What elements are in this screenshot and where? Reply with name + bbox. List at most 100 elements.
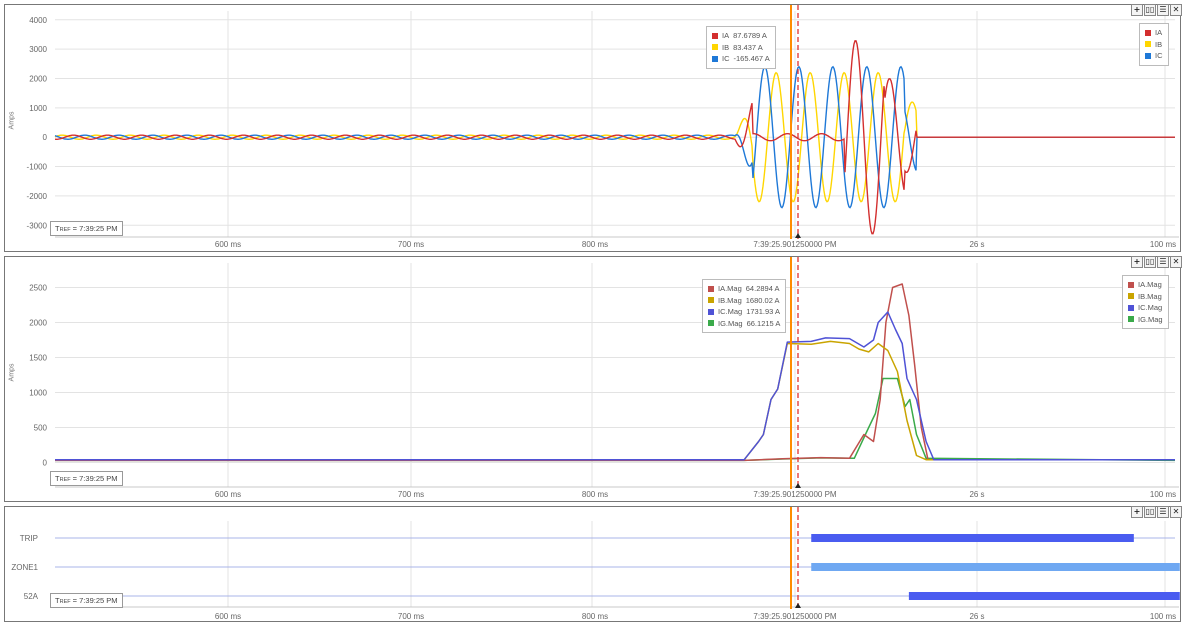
y-tick-label: 0 xyxy=(43,133,48,142)
digital-channel-pane: + ▯▯ ☰ ✕ 600 ms 700 ms 800 ms 7:39:25.90125… xyxy=(4,506,1182,622)
cursor-value-legend: IA.Mag 64.2894 A IB.Mag 1680.02 A IC.Mag… xyxy=(702,279,787,333)
magnitude-pane: + ▯▯ ☰ ✕ 0 500 1000 1500 2000 2500 600 ms 700 m… xyxy=(4,256,1182,502)
ia-mag-line xyxy=(55,283,1175,462)
x-tick-label: 700 ms xyxy=(398,490,424,499)
y-tick-label: 3000 xyxy=(29,45,47,54)
y-tick-label: -3000 xyxy=(27,221,48,230)
legend-value: 66.1215 A xyxy=(746,318,781,328)
instantaneous-current-chart[interactable]: -3000 -2000 -1000 0 1000 2000 3000 4000 600 ms 70… xyxy=(5,5,1180,251)
time-reference-label: TREF = 7:39:25 PM xyxy=(50,471,123,486)
ib-mag-swatch xyxy=(708,297,714,304)
cursor-marker-icon xyxy=(795,483,801,488)
ib-mag-swatch xyxy=(1128,293,1134,300)
ib-swatch xyxy=(712,44,718,51)
ia-mag-swatch xyxy=(1128,281,1134,288)
legend-entry[interactable]: IB.Mag xyxy=(1138,291,1162,301)
ia-swatch xyxy=(1145,29,1151,36)
ic-mag-swatch xyxy=(708,308,714,315)
y-tick-label: 4000 xyxy=(29,16,47,25)
ia-swatch xyxy=(712,32,718,39)
x-tick-label: 800 ms xyxy=(582,240,608,249)
x-tick-label: 600 ms xyxy=(215,612,241,621)
ia-mag-swatch xyxy=(708,285,714,292)
cursor-value-legend: IA 87.6789 A IB 83.437 A IC -165.467 A xyxy=(706,26,776,69)
ia-waveform xyxy=(54,40,1175,235)
menu-icon[interactable]: ☰ xyxy=(1157,256,1169,268)
y-tick-label: 2500 xyxy=(29,284,47,293)
legend-name: IA xyxy=(722,31,730,40)
y-tick-label: 500 xyxy=(34,424,48,433)
x-tick-label: 26 s xyxy=(969,612,984,621)
legend-name: IC xyxy=(722,54,730,63)
legend-entry[interactable]: IA.Mag xyxy=(1138,280,1162,289)
instantaneous-current-pane: + ▯▯ ☰ ✕ -3000 -2000 -1000 0 1000 2000 3000 400… xyxy=(4,4,1182,252)
ig-mag-swatch xyxy=(1128,316,1134,323)
pane-controls: + ▯▯ ☰ ✕ xyxy=(1131,4,1182,16)
pane-controls: + ▯▯ ☰ ✕ xyxy=(1131,506,1182,518)
x-tick-label: 800 ms xyxy=(582,490,608,499)
menu-icon[interactable]: ☰ xyxy=(1157,506,1169,518)
ic-swatch xyxy=(1145,52,1151,59)
channel-active-bar xyxy=(908,592,1180,600)
ic-mag-line xyxy=(55,311,1175,461)
x-tick-label: 700 ms xyxy=(398,612,424,621)
add-icon[interactable]: + xyxy=(1131,4,1143,16)
y-tick-label: -1000 xyxy=(27,163,48,172)
series-legend: IA.Mag IB.Mag IC.Mag IG.Mag xyxy=(1122,275,1169,329)
y-axis-label: Amps xyxy=(8,363,16,382)
x-tick-label: 600 ms xyxy=(215,490,241,499)
legend-entry[interactable]: IC xyxy=(1155,51,1163,60)
legend-entry[interactable]: IC.Mag xyxy=(1138,303,1163,312)
ic-mag-swatch xyxy=(1128,304,1134,311)
menu-icon[interactable]: ☰ xyxy=(1157,4,1169,16)
close-icon[interactable]: ✕ xyxy=(1170,506,1182,518)
channel-active-bar xyxy=(811,534,1134,542)
x-tick-label: 800 ms xyxy=(582,612,608,621)
ib-swatch xyxy=(1145,41,1151,48)
split-icon[interactable]: ▯▯ xyxy=(1144,506,1156,518)
x-tick-label: 7:39:25.901250000 PM xyxy=(753,612,837,621)
series-legend: IA IB IC xyxy=(1139,23,1169,66)
channel-label: 52A xyxy=(24,592,39,601)
y-tick-label: 1000 xyxy=(29,104,47,113)
x-tick-label: 26 s xyxy=(969,490,984,499)
pane-controls: + ▯▯ ☰ ✕ xyxy=(1131,256,1182,268)
channel-label: ZONE1 xyxy=(11,563,38,572)
legend-entry[interactable]: IB xyxy=(1155,39,1163,49)
legend-name: IG.Mag xyxy=(718,318,743,328)
magnitude-chart[interactable]: 0 500 1000 1500 2000 2500 600 ms 700 ms 800 ms 7:… xyxy=(5,257,1180,501)
close-icon[interactable]: ✕ xyxy=(1170,4,1182,16)
x-tick-label: 700 ms xyxy=(398,240,424,249)
ig-mag-line xyxy=(55,377,1176,462)
y-tick-label: 0 xyxy=(43,459,48,468)
legend-name: IB.Mag xyxy=(718,295,742,305)
cursor-marker-icon xyxy=(795,233,801,238)
x-tick-label: 26 s xyxy=(969,240,984,249)
close-icon[interactable]: ✕ xyxy=(1170,256,1182,268)
add-icon[interactable]: + xyxy=(1131,256,1143,268)
x-tick-label: 7:39:25.901250000 PM xyxy=(753,240,837,249)
x-tick-label: 100 ms xyxy=(1150,240,1176,249)
split-icon[interactable]: ▯▯ xyxy=(1144,256,1156,268)
y-tick-label: 2000 xyxy=(29,75,47,84)
legend-value: 1680.02 A xyxy=(745,295,780,305)
legend-name: IB xyxy=(722,42,730,52)
channel-label: TRIP xyxy=(20,534,38,543)
x-tick-label: 7:39:25.901250000 PM xyxy=(753,490,837,499)
legend-entry[interactable]: IA xyxy=(1155,28,1163,37)
legend-value: -165.467 A xyxy=(733,54,770,63)
cursor-marker-icon xyxy=(795,603,801,608)
digital-channel-chart[interactable]: 600 ms 700 ms 800 ms 7:39:25.901250000 PM 26… xyxy=(5,507,1180,621)
legend-name: IA.Mag xyxy=(718,284,742,293)
legend-value: 87.6789 A xyxy=(733,31,767,40)
legend-value: 64.2894 A xyxy=(745,284,780,293)
y-tick-label: -2000 xyxy=(27,192,48,201)
add-icon[interactable]: + xyxy=(1131,506,1143,518)
ic-swatch xyxy=(712,55,718,62)
y-tick-label: 1000 xyxy=(29,389,47,398)
split-icon[interactable]: ▯▯ xyxy=(1144,4,1156,16)
legend-value: 83.437 A xyxy=(733,42,763,52)
x-tick-label: 100 ms xyxy=(1150,490,1176,499)
x-tick-label: 100 ms xyxy=(1150,612,1176,621)
legend-entry[interactable]: IG.Mag xyxy=(1138,314,1163,324)
